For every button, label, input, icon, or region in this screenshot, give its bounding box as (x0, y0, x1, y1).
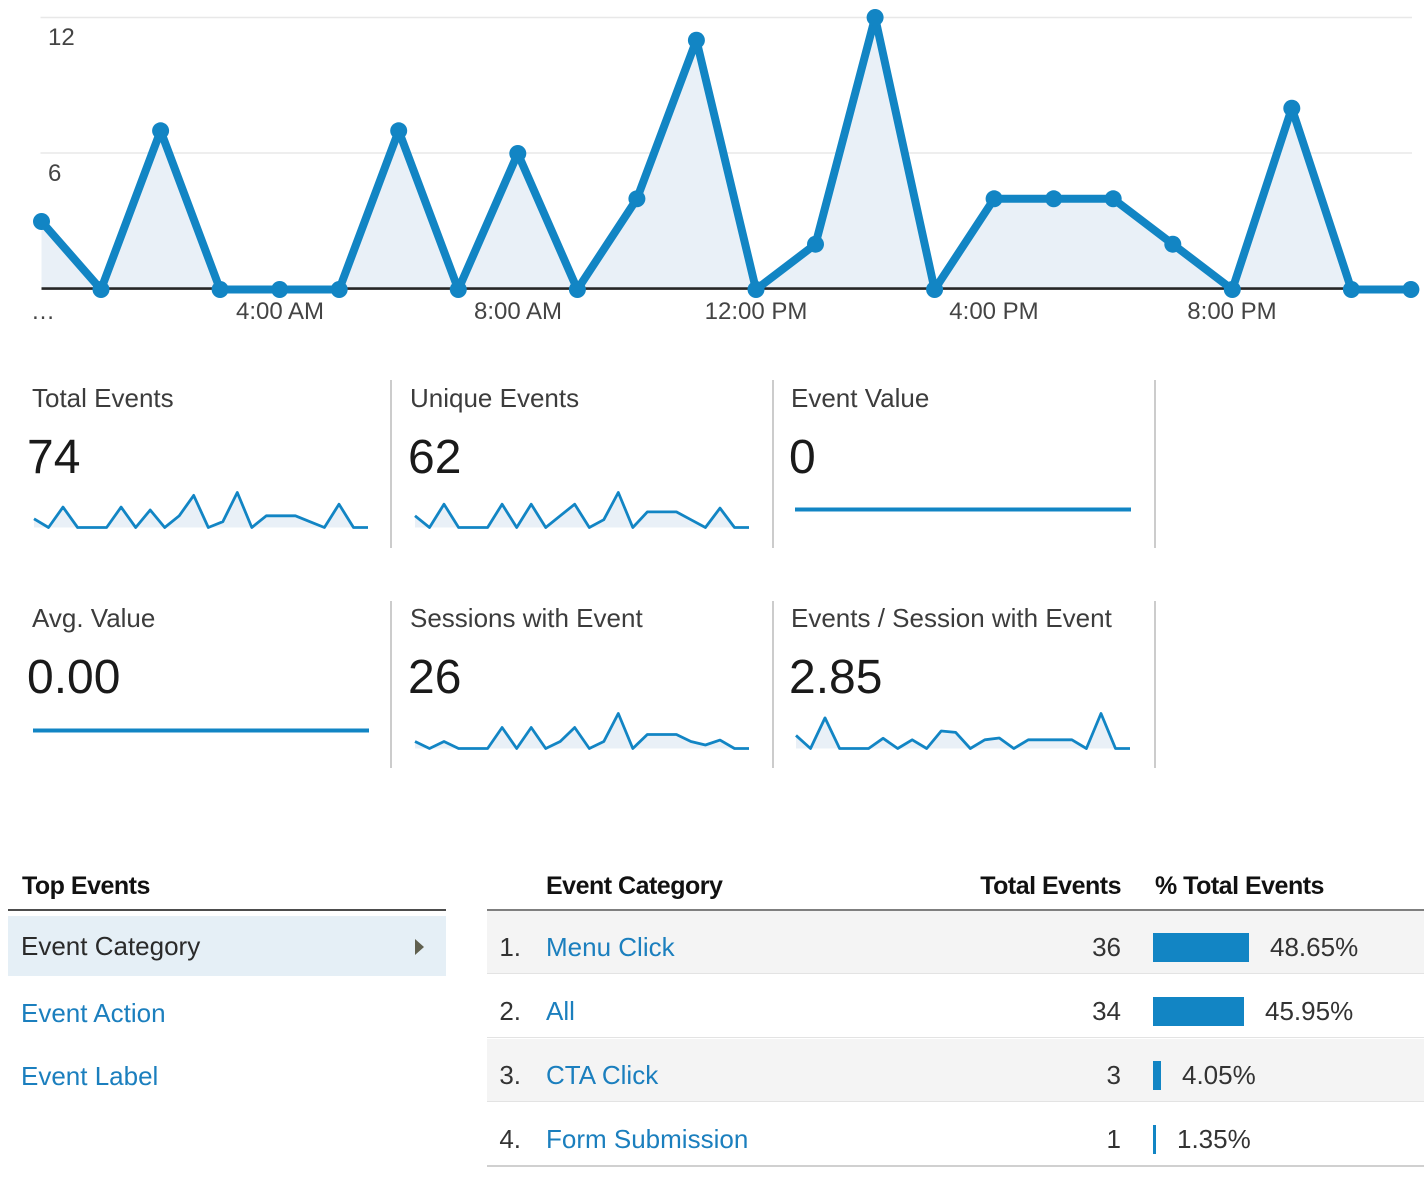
svg-text:4:00 PM: 4:00 PM (949, 298, 1038, 325)
svg-text:12:00 PM: 12:00 PM (705, 298, 808, 325)
svg-text:6: 6 (48, 160, 61, 187)
svg-text:8:00 PM: 8:00 PM (1187, 298, 1276, 325)
svg-text:…: … (31, 298, 55, 325)
svg-text:4:00 AM: 4:00 AM (236, 298, 324, 325)
svg-text:8:00 AM: 8:00 AM (474, 298, 562, 325)
svg-text:12: 12 (48, 24, 75, 51)
